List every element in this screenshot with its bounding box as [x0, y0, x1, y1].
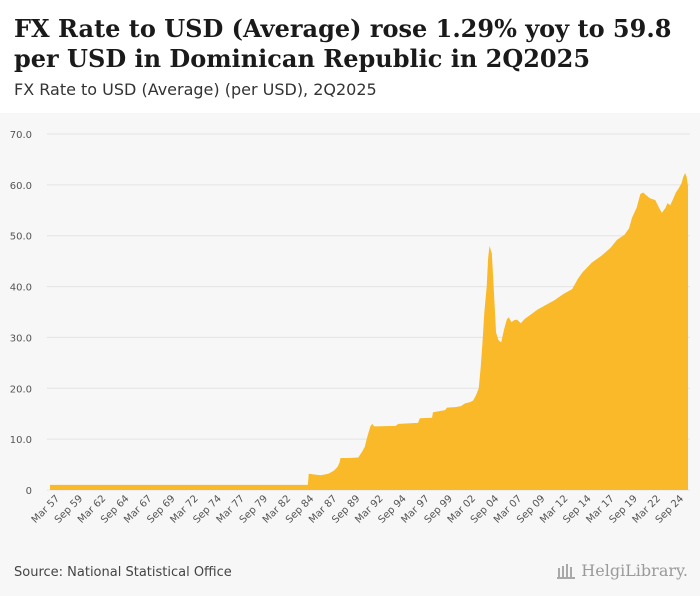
chart-title: FX Rate to USD (Average) rose 1.29% yoy … — [14, 14, 672, 73]
y-tick-label: 60.0 — [10, 181, 32, 192]
y-tick-label: 20.0 — [10, 384, 32, 395]
chart-subtitle: FX Rate to USD (Average) (per USD), 2Q20… — [14, 80, 377, 99]
library-icon — [557, 563, 576, 579]
y-tick-label: 70.0 — [10, 130, 32, 141]
chart-footer: Source: National Statistical Office Helg… — [0, 549, 700, 596]
chart-header: FX Rate to USD (Average) rose 1.29% yoy … — [0, 0, 700, 113]
brand-name: HelgiLibrary. — [581, 561, 688, 580]
y-tick-label: 10.0 — [10, 435, 32, 446]
y-axis: 0 10.0 20.0 30.0 40.0 50.0 60.0 70.0 — [10, 130, 32, 497]
y-tick-label: 40.0 — [10, 283, 32, 294]
y-tick-label: 30.0 — [10, 333, 32, 344]
fx-rate-area-chart: 0 10.0 20.0 30.0 40.0 50.0 60.0 70.0 Mar 57Sep … — [10, 130, 690, 526]
series-area-layer — [50, 173, 688, 490]
y-tick-label: 50.0 — [10, 232, 32, 243]
series-area[interactable] — [50, 173, 688, 490]
y-tick-label: 0 — [26, 486, 32, 497]
brand-logo[interactable]: HelgiLibrary. — [557, 561, 688, 580]
source-note: Source: National Statistical Office — [14, 565, 232, 580]
